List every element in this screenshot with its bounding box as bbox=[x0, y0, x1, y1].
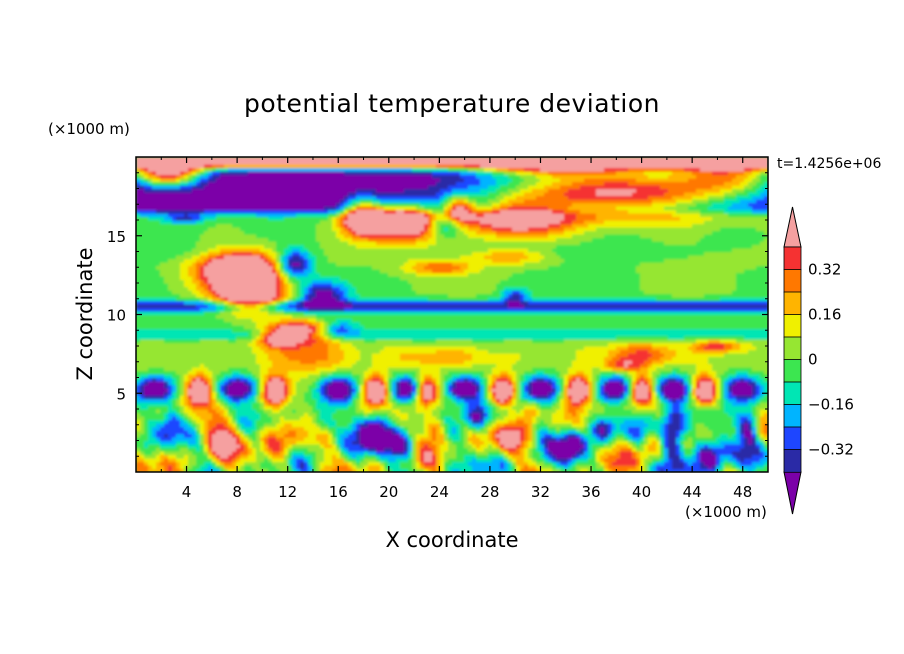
x-tick-label: 28 bbox=[480, 483, 499, 501]
colorbar-swatch bbox=[783, 336, 802, 361]
colorbar-swatch bbox=[783, 269, 802, 293]
y-tick-label: 15 bbox=[107, 228, 126, 246]
y-axis-label: Z coordinate bbox=[73, 247, 97, 380]
colorbar-swatch bbox=[783, 291, 802, 316]
colorbar-swatch bbox=[783, 404, 802, 428]
y-axis-ticks: 5 10 15 bbox=[107, 172, 768, 457]
x-axis-label: X coordinate bbox=[385, 528, 518, 552]
colorbar-swatch bbox=[783, 246, 802, 271]
x-tick-label: 4 bbox=[182, 483, 192, 501]
colorbar-tick-label: 0.16 bbox=[808, 306, 841, 324]
x-axis-ticks: 4 8 12 16 20 24 28 32 36 40 44 48 bbox=[160, 157, 752, 501]
x-tick-label: 8 bbox=[232, 483, 242, 501]
time-label: t=1.4256e+06 bbox=[777, 156, 881, 172]
x-axis-units: (×1000 m) bbox=[685, 503, 767, 521]
colorbar-tick-label: 0.32 bbox=[808, 261, 841, 279]
colorbar: 0.32 0.16 0 −0.16 −0.32 bbox=[783, 206, 854, 515]
x-tick-label: 16 bbox=[329, 483, 348, 501]
x-tick-label: 44 bbox=[683, 483, 702, 501]
colorbar-swatch bbox=[783, 381, 802, 406]
y-tick-label: 10 bbox=[107, 307, 126, 325]
colorbar-tick-label: −0.32 bbox=[808, 441, 854, 459]
x-tick-label: 40 bbox=[632, 483, 651, 501]
x-tick-label: 20 bbox=[379, 483, 398, 501]
colorbar-swatch bbox=[783, 314, 802, 338]
x-tick-label: 36 bbox=[581, 483, 600, 501]
plot-area bbox=[136, 157, 768, 472]
x-tick-label: 24 bbox=[430, 483, 449, 501]
colorbar-tick-label: −0.16 bbox=[808, 396, 854, 414]
colorbar-tick-label: 0 bbox=[808, 351, 818, 369]
y-tick-label: 5 bbox=[116, 385, 126, 403]
x-tick-label: 48 bbox=[733, 483, 752, 501]
y-axis-units: (×1000 m) bbox=[48, 120, 130, 138]
colorbar-swatch bbox=[783, 449, 802, 473]
colorbar-extend-high bbox=[783, 206, 802, 248]
chart-title: potential temperature deviation bbox=[244, 89, 660, 118]
colorbar-extend-low bbox=[783, 471, 802, 515]
x-tick-label: 32 bbox=[531, 483, 550, 501]
x-tick-label: 12 bbox=[278, 483, 297, 501]
colorbar-swatch bbox=[783, 426, 802, 451]
colorbar-swatch bbox=[783, 359, 802, 383]
contour-field bbox=[136, 157, 768, 472]
